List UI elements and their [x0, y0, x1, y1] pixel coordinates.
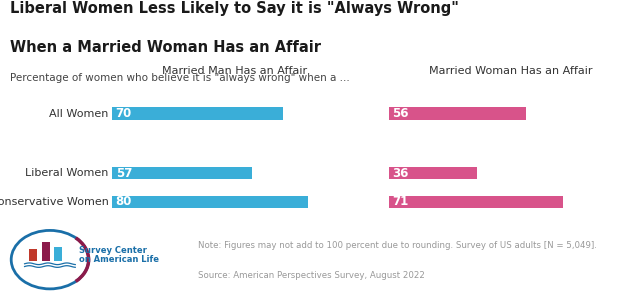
Bar — [29, 249, 37, 261]
Text: Married Woman Has an Affair: Married Woman Has an Affair — [429, 66, 593, 76]
Text: When a Married Woman Has an Affair: When a Married Woman Has an Affair — [10, 40, 321, 55]
Text: Married Man Has an Affair: Married Man Has an Affair — [162, 66, 307, 76]
Bar — [388, 107, 526, 120]
Text: 56: 56 — [392, 107, 409, 120]
Bar — [112, 107, 284, 120]
Bar — [112, 167, 252, 179]
Text: Survey Center: Survey Center — [79, 246, 147, 255]
Text: on American Life: on American Life — [79, 255, 159, 264]
Bar — [112, 196, 308, 208]
Text: All Women: All Women — [49, 109, 109, 119]
Text: Percentage of women who believe it is "always wrong" when a ...: Percentage of women who believe it is "a… — [10, 73, 349, 83]
Bar — [388, 167, 477, 179]
Bar — [42, 242, 49, 261]
Bar — [388, 196, 563, 208]
Text: 80: 80 — [116, 195, 132, 208]
Text: Liberal Women: Liberal Women — [26, 168, 109, 178]
Bar — [54, 247, 62, 261]
Text: 36: 36 — [392, 167, 409, 180]
Text: 57: 57 — [116, 167, 132, 180]
Text: Liberal Women Less Likely to Say it is "Always Wrong": Liberal Women Less Likely to Say it is "… — [10, 1, 458, 16]
Text: Source: American Perspectives Survey, August 2022: Source: American Perspectives Survey, Au… — [198, 271, 425, 280]
Text: Conservative Women: Conservative Women — [0, 197, 109, 207]
Text: 71: 71 — [392, 195, 409, 208]
Text: Note: Figures may not add to 100 percent due to rounding. Survey of US adults [N: Note: Figures may not add to 100 percent… — [198, 241, 597, 250]
Text: 70: 70 — [116, 107, 132, 120]
